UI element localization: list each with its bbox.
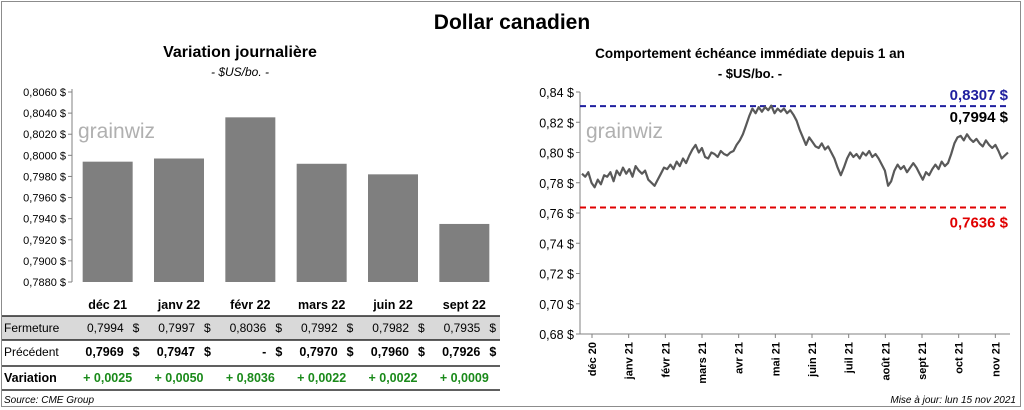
bar-category-label: sept 22	[443, 298, 486, 312]
line-x-tick-label: avr 21	[734, 342, 746, 374]
table-cell: + 0,0022	[368, 371, 417, 385]
line-y-tick-label: 0,82 $	[539, 116, 574, 130]
table-cell: + 0,0025	[83, 371, 132, 385]
price-series-line	[581, 104, 1009, 189]
table-cell: + 0,0009	[440, 371, 489, 385]
bar-y-tick-label: 0,7900 $	[23, 256, 66, 268]
line-chart-subtitle: - $US/bo. -	[717, 66, 783, 81]
line-y-tick-label: 0,84 $	[539, 86, 574, 100]
bar-chart-title: Variation journalière	[163, 44, 317, 61]
bar-category-label: févr 22	[230, 298, 270, 312]
line-y-tick-label: 0,68 $	[539, 328, 574, 342]
bar-2	[225, 117, 276, 282]
line-y-tick-label: 0,80 $	[539, 147, 574, 161]
bar-y-tick-label: 0,7980 $	[23, 171, 66, 183]
table-cell-unit: $	[347, 321, 354, 335]
table-cell-unit: $	[133, 345, 140, 359]
bar-y-tick-label: 0,8000 $	[23, 150, 66, 162]
line-x-tick-label: nov 21	[990, 342, 1002, 377]
table-cell: 0,8036	[230, 321, 267, 335]
table-cell: 0,7969	[85, 345, 123, 359]
line-x-tick-label: sept 21	[917, 342, 929, 380]
low-label: 0,7636 $	[950, 215, 1009, 232]
bar-watermark: grainwiz	[78, 120, 155, 143]
table-cell: 0,7970	[299, 345, 337, 359]
update-note: Mise à jour: lun 15 nov 2021	[890, 395, 1016, 406]
line-y-tick-label: 0,74 $	[539, 237, 574, 251]
bar-1	[154, 158, 204, 282]
table-cell: 0,7960	[371, 345, 409, 359]
line-x-tick-label: févr 21	[660, 342, 672, 377]
bar-y-tick-label: 0,7940 $	[23, 214, 66, 226]
bar-category-label: mars 22	[298, 298, 345, 312]
table-cell-unit: $	[204, 345, 211, 359]
line-x-tick-label: août 21	[880, 342, 892, 381]
table-cell: 0,7982	[372, 321, 409, 335]
high-label: 0,8307 $	[950, 87, 1009, 104]
bar-chart-subtitle: - $US/bo. -	[210, 65, 270, 79]
line-x-tick-label: juin 21	[807, 342, 819, 378]
table-cell: + 0,8036	[226, 371, 275, 385]
table-cell-unit: $	[275, 321, 282, 335]
table-cell-unit: $	[133, 321, 140, 335]
table-row-label: Fermeture	[4, 321, 60, 335]
table-cell: 0,7947	[157, 345, 195, 359]
line-x-tick-label: mars 21	[697, 342, 709, 384]
bar-4	[368, 174, 418, 282]
line-watermark: grainwiz	[586, 120, 663, 143]
source-note: Source: CME Group	[4, 395, 95, 406]
line-y-tick-label: 0,72 $	[539, 268, 574, 282]
table-cell-unit: $	[418, 345, 425, 359]
line-x-tick-label: oct 21	[954, 342, 966, 374]
line-x-tick-label: mai 21	[770, 342, 782, 376]
bar-y-tick-label: 0,7920 $	[23, 235, 66, 247]
bar-y-tick-label: 0,8040 $	[23, 108, 66, 120]
table-cell: 0,7992	[301, 321, 338, 335]
line-x-tick-label: déc 20	[587, 342, 599, 376]
bar-category-label: janv 22	[157, 298, 200, 312]
table-band-fermeture	[2, 316, 500, 340]
line-chart-title: Comportement échéance immédiate depuis 1…	[595, 46, 905, 61]
last-label: 0,7994 $	[950, 109, 1009, 126]
table-cell-unit: $	[275, 345, 282, 359]
bar-y-tick-label: 0,8060 $	[23, 87, 66, 99]
table-cell-unit: $	[418, 321, 425, 335]
table-cell: + 0,0050	[154, 371, 203, 385]
table-cell: 0,7935	[444, 321, 481, 335]
bar-y-tick-label: 0,7960 $	[23, 193, 66, 205]
table-cell-unit: $	[489, 321, 496, 335]
line-x-tick-label: juil 21	[844, 342, 856, 374]
line-y-tick-label: 0,78 $	[539, 177, 574, 191]
table-cell: -	[262, 345, 266, 359]
table-cell: 0,7997	[158, 321, 195, 335]
table-row-label: Précédent	[4, 345, 59, 359]
bar-3	[296, 163, 347, 282]
table-cell-unit: $	[347, 345, 354, 359]
table-row-label: Variation	[4, 371, 57, 385]
page-title: Dollar canadien	[433, 11, 591, 34]
table-cell-unit: $	[204, 321, 211, 335]
table-cell: 0,7994	[87, 321, 124, 335]
table-cell: + 0,0022	[297, 371, 346, 385]
bar-5	[439, 223, 490, 282]
line-x-tick-label: janv 21	[624, 342, 636, 380]
bar-0	[82, 161, 133, 282]
line-y-tick-label: 0,76 $	[539, 207, 574, 221]
line-y-tick-label: 0,70 $	[539, 298, 574, 312]
bar-y-tick-label: 0,8020 $	[23, 129, 66, 141]
table-cell: 0,7926	[442, 345, 480, 359]
bar-category-label: déc 21	[88, 298, 127, 312]
bar-y-tick-label: 0,7880 $	[23, 277, 66, 289]
bar-category-label: juin 22	[372, 298, 413, 312]
table-cell-unit: $	[489, 345, 496, 359]
